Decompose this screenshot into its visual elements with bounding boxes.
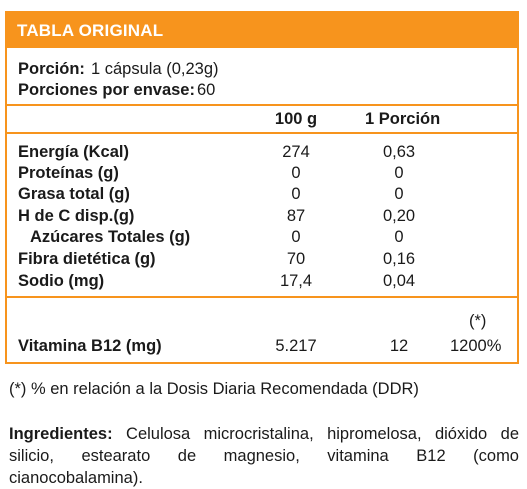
- portion-label: Porción:: [18, 60, 85, 78]
- row-label: Azúcares Totales (g): [30, 228, 191, 246]
- vitamin-ddr: 1200%: [450, 337, 502, 355]
- divider: [7, 296, 517, 298]
- row-label: Energía (Kcal): [18, 143, 129, 161]
- row-label: Fibra dietética (g): [18, 250, 156, 268]
- row-value-portion: 0: [394, 228, 404, 246]
- row-value-100g: 0: [291, 228, 301, 246]
- row-value-portion: 0,20: [382, 207, 416, 225]
- row-value-portion: 0,16: [382, 250, 416, 268]
- vitamin-label: Vitamina B12 (mg): [18, 337, 162, 355]
- row-value-portion: 0,04: [382, 272, 416, 290]
- row-label: Grasa total (g): [18, 185, 130, 203]
- row-value-portion: 0: [394, 185, 404, 203]
- servings-label: Porciones por envase:: [18, 81, 195, 99]
- row-value-100g: 87: [286, 207, 306, 225]
- table-title: TABLA ORIGINAL: [17, 21, 164, 40]
- ingredients: Ingredientes: Celulosa microcristalina, …: [9, 423, 519, 489]
- servings-value: 60: [197, 81, 216, 99]
- column-header-100g: 100 g: [274, 110, 318, 128]
- column-header-portion: 1 Porción: [365, 110, 441, 128]
- row-value-portion: 0: [394, 164, 404, 182]
- vitamin-value-portion: 12: [389, 337, 409, 355]
- nutrition-table: TABLA ORIGINAL Porción: 1 cápsula (0,23g…: [5, 11, 519, 364]
- divider: [7, 132, 517, 134]
- row-value-100g: 274: [282, 143, 310, 161]
- ddr-mark: (*): [469, 312, 487, 330]
- table-header: TABLA ORIGINAL: [7, 13, 517, 48]
- divider: [7, 104, 517, 106]
- row-label: Proteínas (g): [18, 164, 119, 182]
- vitamin-value-100g: 5.217: [275, 337, 317, 355]
- row-value-100g: 0: [291, 164, 301, 182]
- ingredients-label: Ingredientes:: [9, 425, 113, 443]
- row-value-portion: 0,63: [382, 143, 416, 161]
- row-label: H de C disp.(g): [18, 207, 135, 225]
- row-value-100g: 70: [286, 250, 306, 268]
- footnote: (*) % en relación a la Dosis Diaria Reco…: [9, 380, 419, 398]
- row-label: Sodio (mg): [18, 272, 105, 290]
- row-value-100g: 0: [291, 185, 301, 203]
- portion-value: 1 cápsula (0,23g): [91, 60, 219, 78]
- row-value-100g: 17,4: [279, 272, 313, 290]
